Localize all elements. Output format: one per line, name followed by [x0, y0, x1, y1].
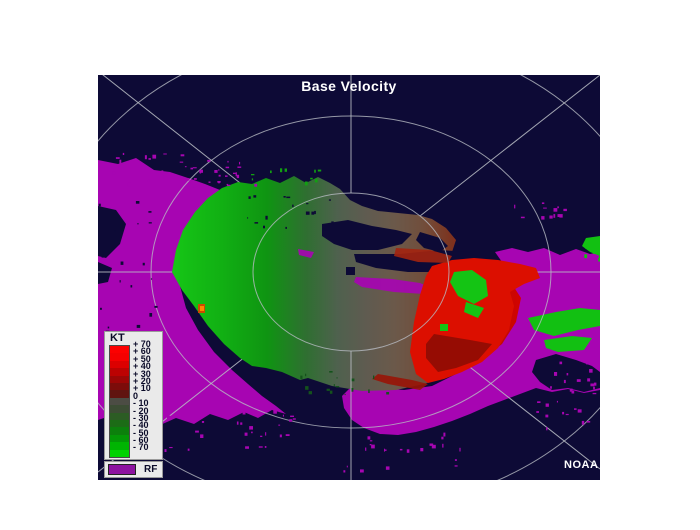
- legend-value-label: 0: [133, 390, 139, 401]
- legend-color-step: [110, 427, 129, 435]
- noaa-watermark: NOAA: [564, 459, 599, 471]
- legend-unit-label: KT: [110, 332, 125, 344]
- rf-holes: [98, 206, 600, 392]
- legend-value-label: - 20: [133, 405, 149, 416]
- red-streak-lower: [372, 374, 428, 390]
- plot-title: Base Velocity: [301, 78, 397, 94]
- legend-value-label: + 70: [133, 339, 151, 349]
- legend-color-step: [110, 405, 129, 413]
- red-streak-upper: [394, 248, 452, 263]
- aliased-green-patches: [440, 270, 488, 331]
- legend-value-label: - 70: [133, 442, 149, 453]
- legend-value-labels: + 70 + 60 + 50 + 40 + 30 + 20 + 10 0- 10- 20- 3…: [133, 339, 151, 453]
- rf-swatch: [108, 464, 136, 475]
- grid-range-rings: [98, 75, 600, 480]
- radar-site-dot: [346, 267, 355, 275]
- echo-rf-streaks: [298, 249, 432, 294]
- east-green-streaks: [528, 236, 600, 352]
- legend-color-step: [110, 383, 129, 391]
- legend-value-label: - 30: [133, 412, 149, 423]
- legend-rf-box: RF: [104, 461, 163, 478]
- legend-color-step: [110, 412, 129, 421]
- legend-color-step: [110, 360, 129, 369]
- legend-color-step: [110, 375, 129, 384]
- red-lobe-dark-shading: [426, 334, 492, 372]
- legend-value-label: - 40: [133, 420, 149, 431]
- legend-color-step: [110, 442, 129, 450]
- legend-value-label: - 10: [133, 398, 149, 409]
- legend-color-step: [110, 390, 129, 398]
- legend-color-step: [110, 420, 129, 428]
- legend-color-step: [110, 346, 129, 354]
- legend-color-step: [110, 353, 129, 361]
- rf-east-band: [342, 248, 600, 435]
- legend-kt-box: KT + 70 + 60 + 50 + 40 + 30 + 20 + 10 0- 10- 20…: [104, 331, 163, 460]
- legend-value-label: + 20: [133, 375, 151, 386]
- legend-colorbar: [109, 345, 130, 458]
- rf-label: RF: [144, 464, 158, 475]
- legend-color-step: [110, 434, 129, 443]
- legend-value-label: - 60: [133, 435, 149, 446]
- legend-color-step: [110, 449, 129, 458]
- legend-value-label: - 50: [133, 427, 149, 438]
- range-ring-1: [252, 192, 450, 352]
- spoke-northeast: [419, 75, 600, 217]
- legend-value-label: + 50: [133, 353, 151, 364]
- legend-value-label: + 10: [133, 383, 151, 394]
- legend-color-step: [110, 368, 129, 376]
- legend-value-label: + 40: [133, 361, 151, 372]
- legend-color-step: [110, 397, 129, 406]
- legend-value-label: + 60: [133, 346, 151, 357]
- legend-value-label: + 30: [133, 368, 151, 379]
- range-ring-2: [150, 115, 552, 429]
